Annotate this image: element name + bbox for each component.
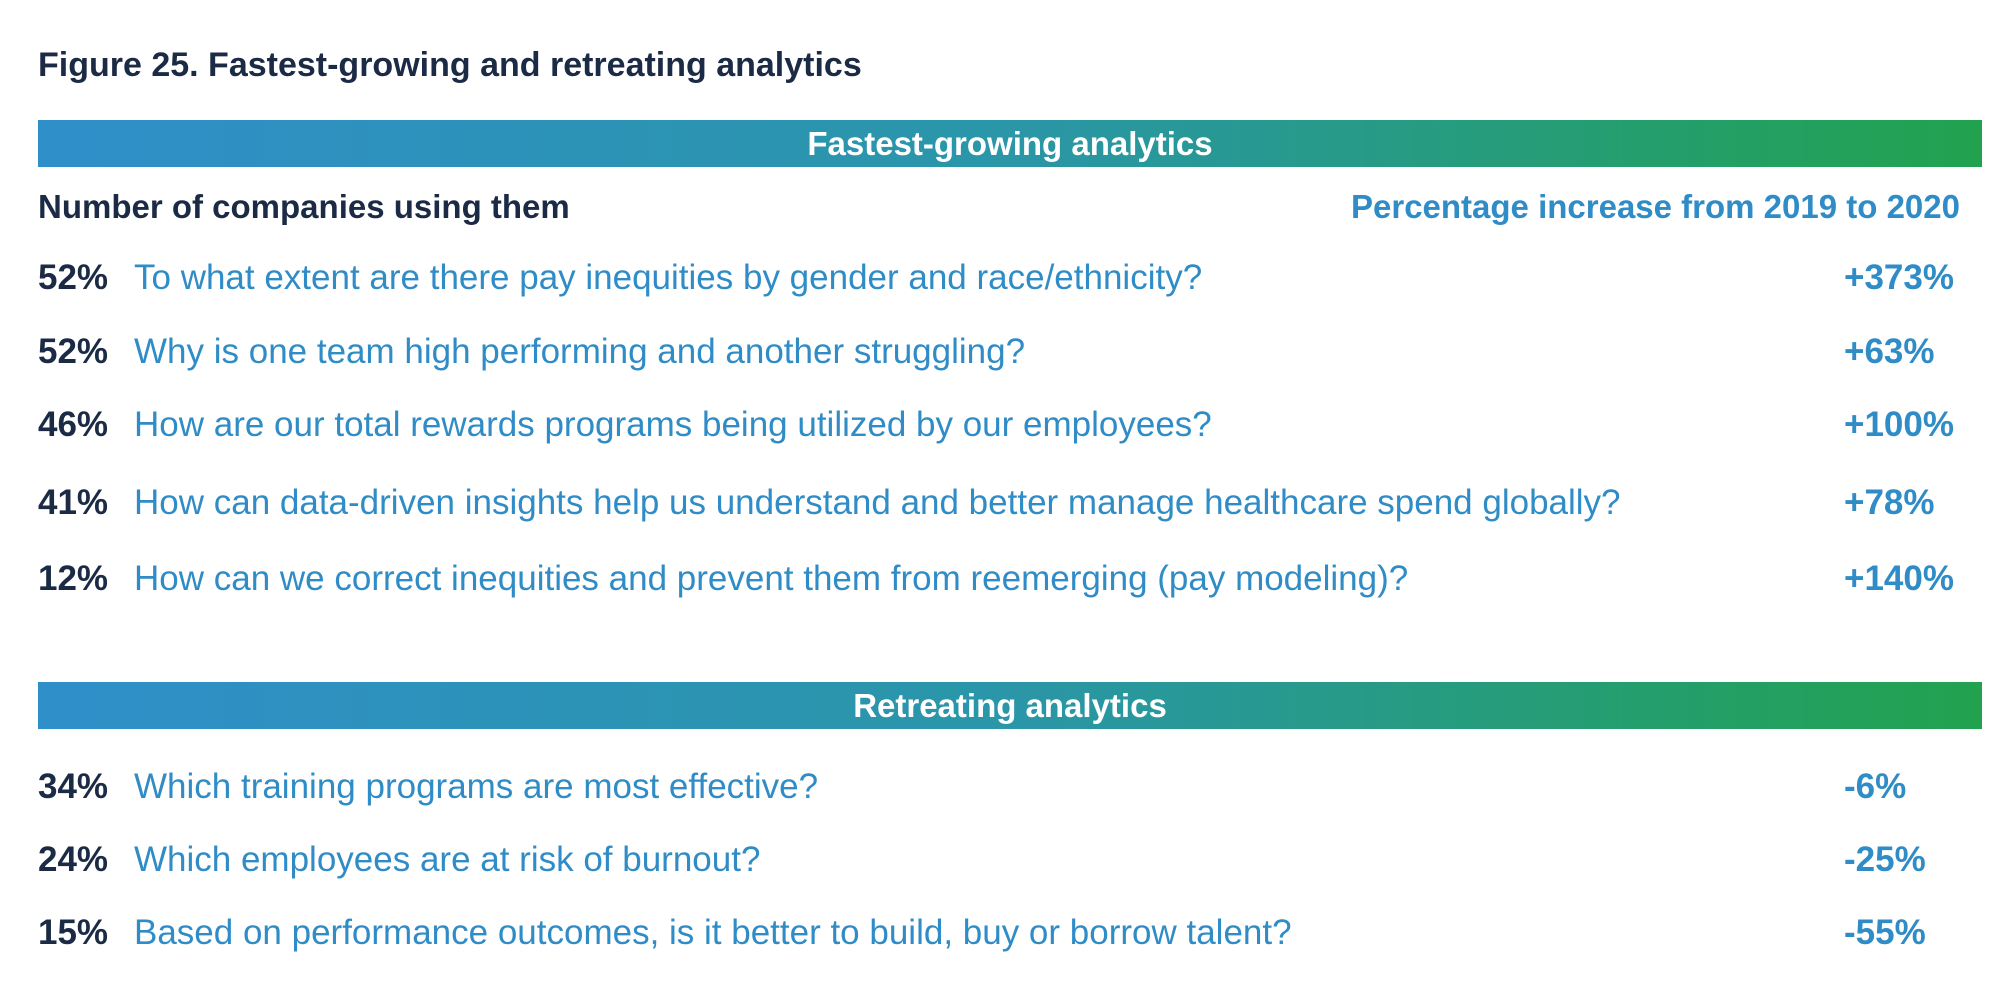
growing-row: 52% Why is one team high performing and …: [38, 332, 1982, 376]
percentage-change: +78%: [1844, 483, 1935, 522]
section-header-fastest-growing: Fastest-growing analytics: [38, 120, 1982, 167]
analytics-question: How can data-driven insights help us und…: [134, 483, 1621, 522]
retreating-row: 34% Which training programs are most eff…: [38, 767, 1982, 811]
percentage-change: +140%: [1844, 559, 1954, 598]
percentage-change: -55%: [1844, 913, 1926, 952]
column-header-companies: Number of companies using them: [38, 188, 570, 225]
percentage-change: +373%: [1844, 258, 1954, 297]
percentage-change: +100%: [1844, 405, 1954, 444]
percentage-change: -25%: [1844, 840, 1926, 879]
growing-row: 52% To what extent are there pay inequit…: [38, 258, 1982, 302]
company-share: 52%: [38, 258, 109, 297]
analytics-question: How can we correct inequities and preven…: [134, 559, 1409, 598]
company-share: 34%: [38, 767, 109, 806]
analytics-question: Which training programs are most effecti…: [134, 767, 819, 806]
percentage-change: -6%: [1844, 767, 1907, 806]
growing-row: 41% How can data-driven insights help us…: [38, 483, 1982, 527]
retreating-row: 15% Based on performance outcomes, is it…: [38, 913, 1982, 957]
analytics-question: To what extent are there pay inequities …: [134, 258, 1203, 297]
retreating-row: 24% Which employees are at risk of burno…: [38, 840, 1982, 884]
company-share: 52%: [38, 332, 109, 371]
company-share: 46%: [38, 405, 109, 444]
analytics-question: How are our total rewards programs being…: [134, 405, 1212, 444]
analytics-question: Based on performance outcomes, is it bet…: [134, 913, 1292, 952]
percentage-change: +63%: [1844, 332, 1935, 371]
company-share: 15%: [38, 913, 109, 952]
growing-row: 46% How are our total rewards programs b…: [38, 405, 1982, 449]
analytics-question: Which employees are at risk of burnout?: [134, 840, 761, 879]
company-share: 24%: [38, 840, 109, 879]
company-share: 41%: [38, 483, 109, 522]
analytics-question: Why is one team high performing and anot…: [134, 332, 1026, 371]
figure-title: Figure 25. Fastest-growing and retreatin…: [38, 46, 862, 84]
column-header-percentage-increase: Percentage increase from 2019 to 2020: [1350, 188, 1960, 225]
company-share: 12%: [38, 559, 109, 598]
section-header-retreating: Retreating analytics: [38, 682, 1982, 729]
growing-row: 12% How can we correct inequities and pr…: [38, 559, 1982, 603]
